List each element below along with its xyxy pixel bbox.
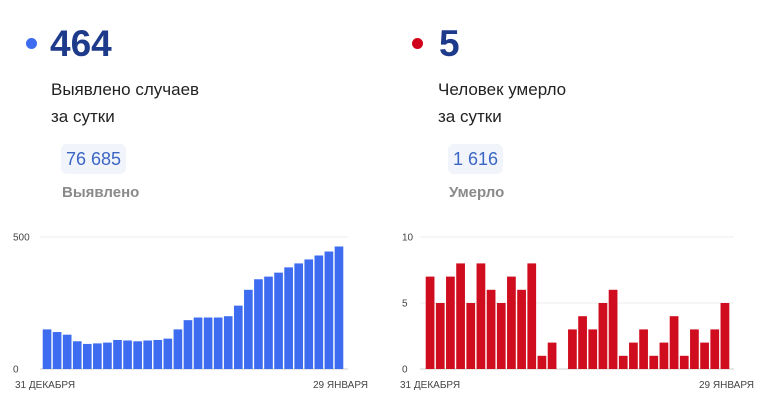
cases-bar: [82, 343, 92, 369]
cases-caption-line2: за сутки: [51, 107, 115, 126]
deaths-bar: [679, 355, 689, 369]
cases-bar: [163, 338, 173, 369]
cases-bar: [264, 276, 273, 369]
deaths-x-tick-end: 29 ЯНВАРЯ: [699, 380, 754, 391]
deaths-bar: [435, 303, 445, 369]
cases-x-tick-end: 29 ЯНВАРЯ: [313, 380, 368, 391]
cases-y-tick-label: 500: [13, 233, 30, 244]
cases-bar: [173, 329, 183, 369]
cases-bar: [52, 332, 62, 369]
deaths-bar: [496, 303, 506, 369]
deaths-bar: [517, 289, 526, 369]
deaths-bar: [568, 329, 577, 369]
cases-caption-line1: Выявлено случаев: [51, 80, 200, 99]
deaths-bar: [537, 355, 547, 369]
cases-bar: [153, 339, 163, 369]
cases-bar: [324, 251, 334, 369]
cases-bar: [123, 340, 132, 369]
cases-bar: [72, 341, 82, 369]
cases-bar: [143, 340, 153, 369]
deaths-bar: [629, 342, 638, 369]
deaths-bar: [720, 303, 730, 369]
cases-total-label: Выявлено: [62, 184, 140, 201]
deaths-bar: [466, 303, 476, 369]
deaths-bar: [527, 263, 537, 369]
deaths-total-badge: 1 616: [448, 144, 504, 174]
deaths-bar: [446, 276, 455, 369]
cases-bar: [213, 317, 223, 369]
cases-bar: [203, 317, 213, 369]
deaths-bar: [425, 276, 435, 369]
deaths-bar: [669, 316, 679, 369]
deaths-bar: [710, 329, 720, 369]
cases-bar: [103, 342, 112, 369]
cases-bar: [42, 329, 52, 369]
deaths-y-tick-label: 0: [402, 365, 408, 376]
deaths-bar: [507, 276, 516, 369]
cases-bar: [254, 279, 263, 369]
deaths-caption-line1: Человек умерло: [438, 80, 567, 99]
cases-bar-chart: 500 0 31 ДЕКАБРЯ 29 ЯНВАРЯ: [13, 233, 368, 392]
deaths-bar: [618, 355, 628, 369]
cases-dot-icon: [26, 38, 37, 49]
deaths-panel: 5 Человек умерло за сутки 1 616 Умерло 1…: [384, 0, 767, 411]
cases-caption: Выявлено случаев за сутки: [51, 76, 199, 130]
cases-bar: [93, 343, 102, 369]
cases-bar: [223, 316, 233, 369]
cases-total-badge: 76 685: [61, 144, 127, 174]
deaths-y-tick-label: 5: [402, 299, 408, 310]
deaths-bar: [700, 342, 709, 369]
cases-bar: [193, 317, 203, 369]
deaths-dot-icon: [412, 38, 423, 49]
deaths-bar: [547, 342, 557, 369]
deaths-count: 5: [439, 23, 460, 64]
cases-bar: [62, 334, 72, 369]
cases-bar: [274, 272, 283, 369]
deaths-bar: [690, 329, 699, 369]
cases-bar: [304, 259, 314, 369]
deaths-bar-chart: 10 5 0 31 ДЕКАБРЯ 29 ЯНВАРЯ: [400, 233, 754, 392]
deaths-total-label: Умерло: [449, 184, 505, 201]
cases-bar: [183, 320, 193, 369]
cases-bar: [294, 263, 304, 369]
deaths-caption: Человек умерло за сутки: [438, 76, 566, 130]
cases-bar: [244, 289, 253, 369]
cases-bar: [133, 341, 142, 369]
deaths-y-tick-label: 10: [402, 233, 414, 244]
deaths-bar: [578, 316, 587, 369]
deaths-bar: [476, 263, 486, 369]
cases-x-tick-start: 31 ДЕКАБРЯ: [15, 380, 75, 391]
cases-panel: 464 Выявлено случаев за сутки 76 685 Выя…: [0, 0, 383, 411]
cases-bar: [113, 339, 122, 369]
deaths-bar: [588, 329, 598, 369]
deaths-bar: [639, 329, 648, 369]
deaths-bar: [486, 289, 496, 369]
deaths-bar: [598, 303, 608, 369]
cases-bar: [233, 305, 243, 369]
deaths-bar: [456, 263, 465, 369]
deaths-bar: [659, 342, 669, 369]
cases-y-tick-label: 0: [13, 365, 19, 376]
deaths-x-tick-start: 31 ДЕКАБРЯ: [400, 380, 460, 391]
cases-count: 464: [50, 23, 112, 64]
deaths-bar: [608, 289, 618, 369]
cases-bar: [314, 255, 324, 369]
cases-bar: [284, 267, 293, 369]
cases-bar: [334, 246, 344, 369]
deaths-bar: [649, 355, 659, 369]
deaths-caption-line2: за сутки: [438, 107, 502, 126]
